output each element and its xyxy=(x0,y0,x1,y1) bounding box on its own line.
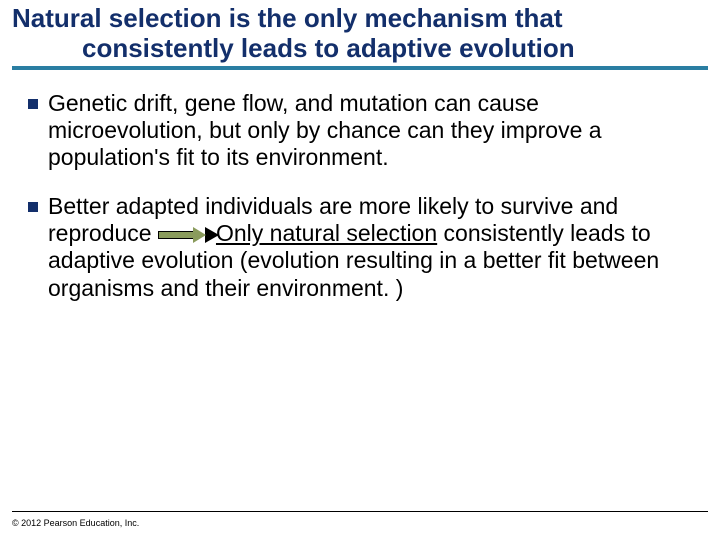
bullet-text: Better adapted individuals are more like… xyxy=(48,193,692,302)
slide-body: Genetic drift, gene flow, and mutation c… xyxy=(0,70,720,302)
bullet-item: Genetic drift, gene flow, and mutation c… xyxy=(28,90,692,171)
bullet-underlined: Only natural selection xyxy=(216,220,437,246)
title-line-2: consistently leads to adaptive evolution xyxy=(12,34,708,64)
title-line-1: Natural selection is the only mechanism … xyxy=(12,4,708,34)
copyright-text: © 2012 Pearson Education, Inc. xyxy=(12,518,139,528)
bullet-marker-icon xyxy=(28,99,38,109)
right-arrow-icon xyxy=(158,227,208,243)
bullet-marker-icon xyxy=(28,202,38,212)
footer-rule xyxy=(12,511,708,512)
slide-title: Natural selection is the only mechanism … xyxy=(12,4,708,64)
slide-title-region: Natural selection is the only mechanism … xyxy=(0,0,720,64)
bullet-item: Better adapted individuals are more like… xyxy=(28,193,692,302)
bullet-text: Genetic drift, gene flow, and mutation c… xyxy=(48,90,692,171)
